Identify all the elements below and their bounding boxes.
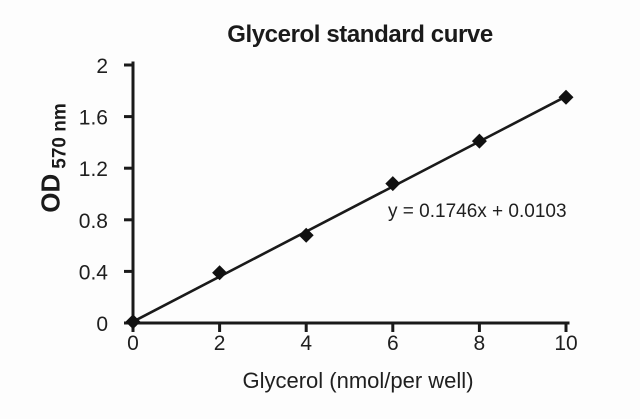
y-axis-label-main: OD <box>35 173 66 213</box>
y-tick-label: 0.4 <box>79 261 109 284</box>
x-tick-label: 6 <box>387 332 399 355</box>
data-point-marker <box>298 227 314 243</box>
chart-title: Glycerol standard curve <box>227 21 493 48</box>
data-point-marker <box>385 176 401 192</box>
y-tick-label: 0 <box>96 313 108 336</box>
y-axis-label-subscript: 570 nm <box>49 103 71 169</box>
y-tick-label: 0.8 <box>79 210 108 233</box>
data-point-marker <box>212 265 228 281</box>
x-tick-label: 4 <box>300 332 312 355</box>
data-point-marker <box>558 89 574 105</box>
trendline <box>132 95 567 323</box>
y-axis-label: OD 570 nm <box>35 103 71 213</box>
trendline-equation: y = 0.1746x + 0.0103 <box>388 201 567 222</box>
x-tick-label: 0 <box>127 332 139 355</box>
y-tick-label: 2 <box>96 55 108 78</box>
data-point-marker <box>471 133 487 149</box>
y-tick-label: 1.6 <box>79 107 108 130</box>
data-point-marker <box>125 314 141 330</box>
y-tick-label: 1.2 <box>79 158 108 181</box>
x-tick-label: 10 <box>554 332 577 355</box>
x-tick-label: 8 <box>474 332 486 355</box>
x-tick-label: 2 <box>214 332 226 355</box>
x-axis-label: Glycerol (nmol/per well) <box>242 368 474 393</box>
